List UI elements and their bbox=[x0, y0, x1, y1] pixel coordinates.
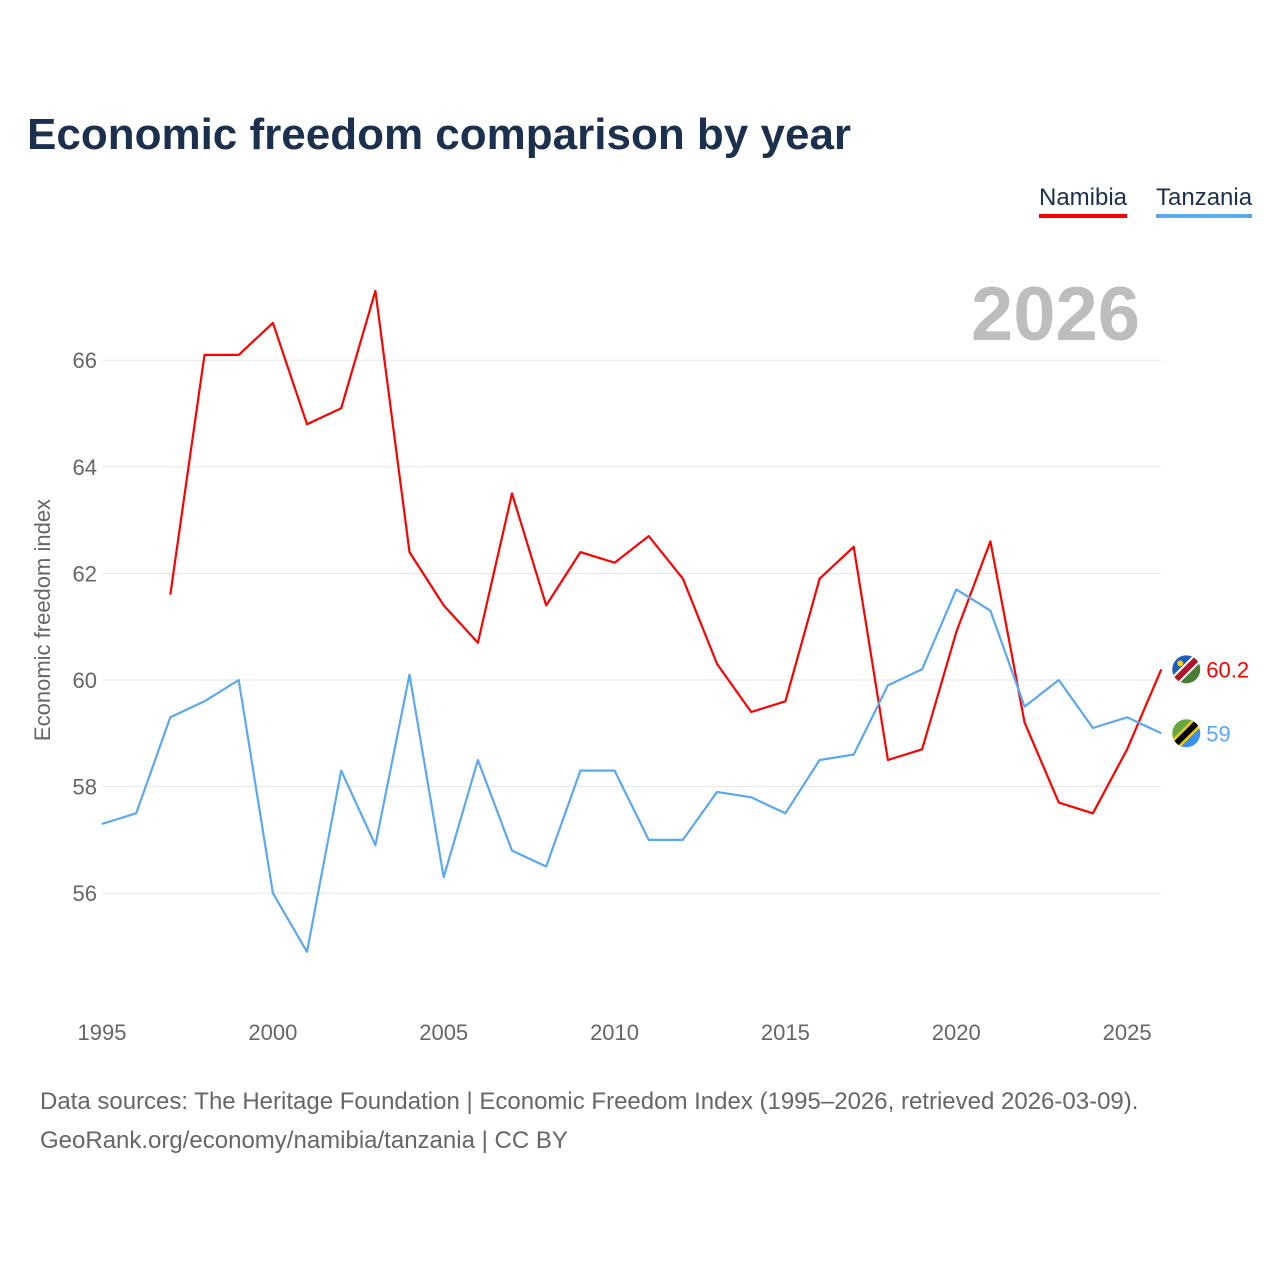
x-tick-label: 2000 bbox=[248, 1020, 297, 1045]
data-point-namibia bbox=[442, 603, 446, 607]
end-label-namibia: 60.2 bbox=[1206, 657, 1249, 682]
data-point-tanzania bbox=[1057, 678, 1061, 682]
data-point-tanzania bbox=[442, 875, 446, 879]
data-point-tanzania bbox=[1091, 726, 1095, 730]
y-axis-label: Economic freedom index bbox=[30, 499, 55, 741]
data-point-tanzania bbox=[715, 790, 719, 794]
y-tick-label: 66 bbox=[73, 348, 97, 373]
data-point-tanzania bbox=[1159, 731, 1163, 735]
x-tick-label: 2015 bbox=[761, 1020, 810, 1045]
data-point-tanzania bbox=[613, 769, 617, 773]
data-point-namibia bbox=[749, 710, 753, 714]
series-line-tanzania bbox=[101, 588, 1162, 953]
data-point-namibia bbox=[1091, 811, 1095, 815]
flag-body bbox=[1172, 719, 1201, 748]
tanzania-flag-icon bbox=[1172, 719, 1201, 748]
footer-link[interactable]: GeoRank.org/economy/namibia/tanzania | C… bbox=[40, 1127, 568, 1154]
data-point-namibia bbox=[988, 539, 992, 543]
data-point-tanzania bbox=[100, 822, 104, 826]
namibia-flag-icon bbox=[1172, 655, 1201, 684]
flag-sun bbox=[1177, 660, 1184, 667]
data-point-tanzania bbox=[168, 715, 172, 719]
legend-tanzania[interactable]: Tanzania bbox=[1156, 184, 1253, 218]
data-point-tanzania bbox=[510, 849, 514, 853]
data-point-tanzania bbox=[544, 865, 548, 869]
data-point-namibia bbox=[339, 406, 343, 410]
data-point-tanzania bbox=[681, 838, 685, 842]
data-point-tanzania bbox=[203, 699, 207, 703]
data-point-tanzania bbox=[1125, 715, 1129, 719]
data-point-namibia bbox=[818, 577, 822, 581]
data-point-tanzania bbox=[886, 683, 890, 687]
data-point-namibia bbox=[305, 422, 309, 426]
legend-namibia[interactable]: Namibia bbox=[1039, 184, 1128, 218]
data-point-tanzania bbox=[271, 891, 275, 895]
data-point-namibia bbox=[203, 353, 207, 357]
data-point-namibia bbox=[168, 593, 172, 597]
data-point-tanzania bbox=[783, 811, 787, 815]
data-point-tanzania bbox=[578, 769, 582, 773]
y-tick-label: 64 bbox=[73, 455, 97, 480]
x-tick-label: 2005 bbox=[419, 1020, 468, 1045]
x-tick-label: 2025 bbox=[1103, 1020, 1152, 1045]
flag-body bbox=[1172, 655, 1201, 684]
data-point-namibia bbox=[647, 534, 651, 538]
data-point-namibia bbox=[408, 550, 412, 554]
data-point-tanzania bbox=[1023, 705, 1027, 709]
data-point-namibia bbox=[783, 699, 787, 703]
data-point-namibia bbox=[613, 561, 617, 565]
footer-sources: Data sources: The Heritage Foundation | … bbox=[40, 1088, 1139, 1115]
data-point-namibia bbox=[852, 545, 856, 549]
year-watermark: 2026 bbox=[971, 272, 1140, 357]
data-point-tanzania bbox=[818, 758, 822, 762]
x-tick-label: 1995 bbox=[78, 1020, 127, 1045]
x-tick-label: 2020 bbox=[932, 1020, 981, 1045]
data-point-namibia bbox=[544, 603, 548, 607]
data-point-tanzania bbox=[305, 950, 309, 954]
data-point-namibia bbox=[886, 758, 890, 762]
y-tick-label: 56 bbox=[73, 881, 97, 906]
data-point-tanzania bbox=[647, 838, 651, 842]
data-point-namibia bbox=[920, 747, 924, 751]
data-point-tanzania bbox=[339, 769, 343, 773]
data-point-tanzania bbox=[476, 758, 480, 762]
data-point-namibia bbox=[1057, 801, 1061, 805]
data-point-tanzania bbox=[749, 795, 753, 799]
series-line-namibia bbox=[169, 289, 1163, 815]
data-point-namibia bbox=[271, 321, 275, 325]
data-point-tanzania bbox=[408, 673, 412, 677]
data-point-tanzania bbox=[134, 811, 138, 815]
end-label-tanzania: 59 bbox=[1206, 721, 1230, 746]
data-point-namibia bbox=[476, 641, 480, 645]
data-point-namibia bbox=[510, 491, 514, 495]
y-tick-label: 60 bbox=[73, 668, 97, 693]
data-point-namibia bbox=[681, 577, 685, 581]
y-tick-label: 62 bbox=[73, 561, 97, 586]
x-tick-label: 2010 bbox=[590, 1020, 639, 1045]
data-point-tanzania bbox=[920, 667, 924, 671]
y-tick-label: 58 bbox=[73, 775, 97, 800]
data-point-namibia bbox=[237, 353, 241, 357]
data-point-tanzania bbox=[373, 843, 377, 847]
data-point-namibia bbox=[1023, 721, 1027, 725]
data-point-tanzania bbox=[954, 587, 958, 591]
data-point-namibia bbox=[578, 550, 582, 554]
data-point-namibia bbox=[1125, 747, 1129, 751]
data-point-tanzania bbox=[852, 753, 856, 757]
data-point-tanzania bbox=[988, 609, 992, 613]
data-point-namibia bbox=[373, 289, 377, 293]
data-point-namibia bbox=[954, 630, 958, 634]
data-point-namibia bbox=[1159, 667, 1163, 671]
data-point-tanzania bbox=[237, 678, 241, 682]
data-point-namibia bbox=[715, 662, 719, 666]
chart-title: Economic freedom comparison by year bbox=[27, 110, 852, 159]
